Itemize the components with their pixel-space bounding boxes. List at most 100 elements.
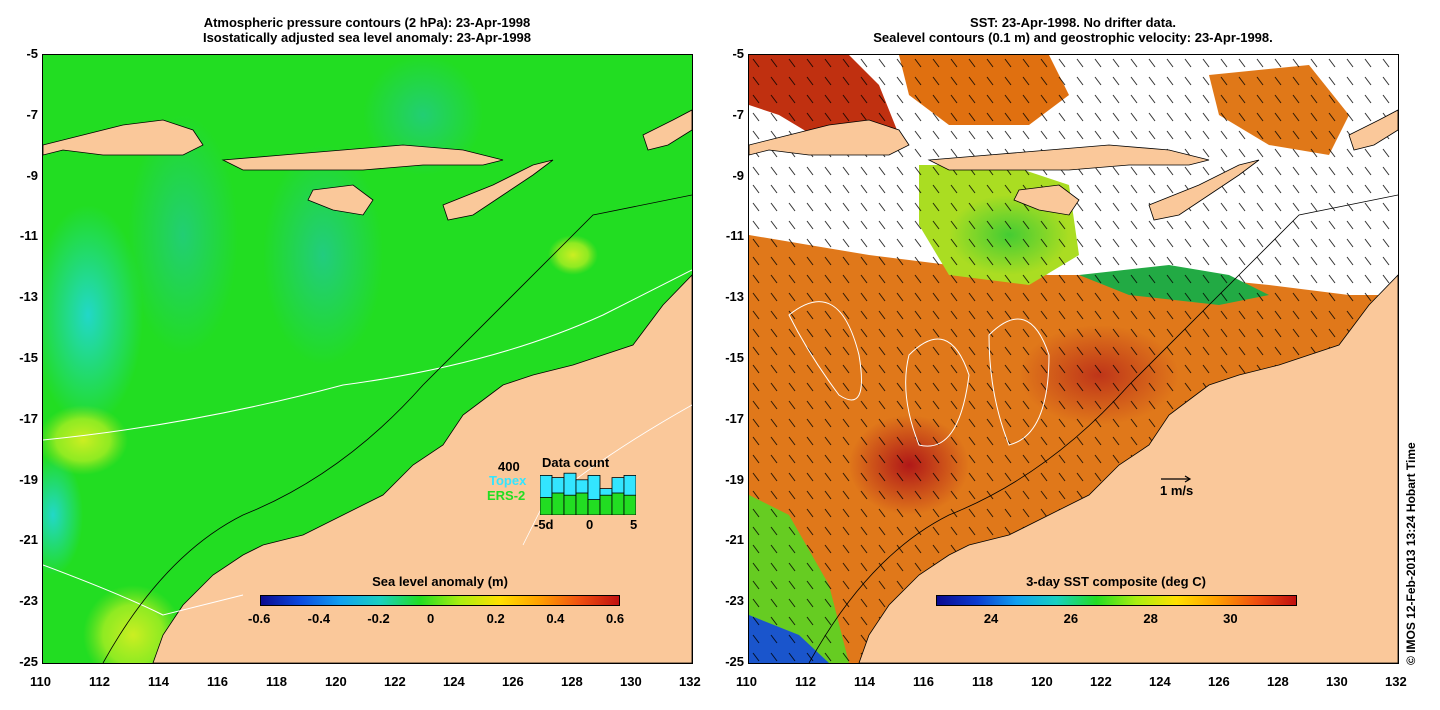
right-y-tick-label: -9 bbox=[732, 167, 744, 183]
right-colorbar-title: 3-day SST composite (deg C) bbox=[1026, 574, 1206, 589]
data-count-tick-min: -5d bbox=[534, 517, 554, 532]
data-count-tick-max: 5 bbox=[630, 517, 638, 532]
left-colorbar-tick-label: -0.2 bbox=[367, 611, 390, 626]
left-y-tick-label: -19 bbox=[19, 471, 38, 487]
tanimbar-island-right bbox=[1348, 109, 1398, 151]
left-x-tick-label: 124 bbox=[443, 674, 465, 689]
anomaly-low-west bbox=[43, 205, 143, 425]
ers-count-bar bbox=[623, 494, 636, 515]
australia-land-right bbox=[858, 274, 1398, 663]
lesser-sunda-islands-right bbox=[927, 144, 1210, 171]
tanimbar-island bbox=[642, 109, 692, 151]
left-title-line2: Isostatically adjusted sea level anomaly… bbox=[202, 30, 532, 45]
data-count-ers-label: ERS-2 bbox=[487, 488, 526, 503]
anomaly-high-3 bbox=[83, 585, 183, 663]
left-colorbar-tick-label: -0.6 bbox=[248, 611, 271, 626]
right-x-tick-label: 112 bbox=[795, 674, 816, 689]
data-count-inset: 400 Data count Topex ERS-2 -5d 0 5 bbox=[484, 455, 644, 535]
right-colorbar bbox=[936, 595, 1297, 606]
left-y-tick-label: -21 bbox=[19, 532, 38, 548]
right-y-tick-label: -19 bbox=[725, 471, 744, 487]
java-island-right bbox=[749, 119, 910, 156]
ers-count-bar bbox=[540, 496, 553, 515]
data-count-topex-label: Topex bbox=[489, 473, 527, 488]
timor-island-right bbox=[1148, 159, 1260, 221]
left-x-tick-label: 114 bbox=[148, 674, 169, 689]
right-y-tick-label: -25 bbox=[725, 654, 744, 669]
left-map-title: Atmospheric pressure contours (2 hPa): 2… bbox=[42, 15, 692, 45]
left-title-line1: Atmospheric pressure contours (2 hPa): 2… bbox=[203, 15, 531, 30]
left-colorbar-title: Sea level anomaly (m) bbox=[372, 574, 508, 589]
credit-text: © IMOS 12-Feb-2013 13:24 Hobart Time bbox=[1404, 442, 1418, 665]
left-x-tick-label: 112 bbox=[89, 674, 110, 689]
right-x-tick-label: 122 bbox=[1090, 674, 1112, 689]
pressure-contour-2 bbox=[43, 564, 244, 616]
sumba-island-right bbox=[1013, 184, 1080, 216]
right-x-tick-label: 118 bbox=[972, 674, 993, 689]
data-count-bars bbox=[540, 472, 636, 515]
left-x-tick-label: 122 bbox=[384, 674, 406, 689]
right-x-tick-label: 120 bbox=[1031, 674, 1053, 689]
ers-count-bar bbox=[563, 494, 577, 515]
right-x-tick-label: 126 bbox=[1208, 674, 1230, 689]
left-colorbar-tick-label: -0.4 bbox=[307, 611, 331, 626]
left-y-tick-label: -7 bbox=[26, 106, 38, 122]
right-y-tick-label: -21 bbox=[725, 532, 744, 548]
lesser-sunda-islands bbox=[221, 144, 504, 171]
right-y-tick-label: -11 bbox=[725, 228, 744, 244]
right-y-tick-label: -15 bbox=[725, 350, 744, 365]
left-x-tick-label: 126 bbox=[502, 674, 524, 689]
java-island bbox=[43, 119, 204, 156]
right-y-tick-label: -17 bbox=[725, 410, 744, 426]
left-y-tick-label: -17 bbox=[19, 410, 38, 426]
data-count-tick-zero: 0 bbox=[586, 517, 594, 532]
anomaly-low-2 bbox=[263, 145, 383, 365]
australia-land bbox=[152, 274, 692, 663]
right-x-tick-label: 128 bbox=[1267, 674, 1289, 689]
left-map-panel[interactable] bbox=[42, 54, 693, 664]
anomaly-low-1 bbox=[128, 115, 238, 355]
left-x-tick-label: 120 bbox=[325, 674, 347, 689]
velocity-scale-arrowhead bbox=[1184, 475, 1192, 483]
right-x-tick-label: 110 bbox=[736, 674, 757, 689]
right-title-line1: SST: 23-Apr-1998. No drifter data. bbox=[970, 15, 1176, 30]
left-y-tick-label: -5 bbox=[26, 46, 38, 61]
right-map-panel[interactable] bbox=[748, 54, 1399, 664]
anomaly-high-2 bbox=[548, 235, 598, 275]
left-colorbar-tick-label: 0.4 bbox=[546, 611, 565, 626]
anomaly-low-4 bbox=[43, 455, 83, 575]
left-colorbar-tick-label: 0 bbox=[427, 611, 435, 626]
anomaly-high-1 bbox=[43, 405, 128, 475]
data-count-title: Data count bbox=[542, 455, 610, 470]
right-x-tick-label: 124 bbox=[1149, 674, 1171, 689]
left-x-tick-label: 132 bbox=[679, 674, 701, 689]
right-y-tick-label: -13 bbox=[725, 289, 744, 305]
left-x-tick-label: 128 bbox=[561, 674, 583, 689]
left-x-tick-label: 118 bbox=[266, 674, 287, 689]
left-y-tick-label: -13 bbox=[19, 289, 38, 305]
left-y-tick-label: -15 bbox=[19, 350, 38, 365]
left-map-svg bbox=[43, 55, 692, 663]
left-y-tick-label: -23 bbox=[19, 593, 38, 609]
right-x-tick-label: 130 bbox=[1326, 674, 1348, 689]
bathymetry-contour-right bbox=[808, 194, 1398, 663]
right-title-line2: Sealevel contours (0.1 m) and geostrophi… bbox=[873, 30, 1273, 45]
timor-island bbox=[442, 159, 554, 221]
left-y-tick-label: -9 bbox=[26, 167, 38, 183]
anomaly-low-3 bbox=[363, 55, 483, 175]
left-y-tick-label: -25 bbox=[19, 654, 38, 669]
left-colorbar-tick-label: 0.6 bbox=[606, 611, 625, 626]
left-colorbar-tick-label: 0.2 bbox=[486, 611, 505, 626]
right-colorbar-tick-label: 26 bbox=[1063, 611, 1079, 626]
right-map-svg bbox=[749, 55, 1398, 663]
data-count-max: 400 bbox=[498, 459, 520, 474]
ers-count-bar bbox=[587, 499, 601, 515]
sealevel-contour-3 bbox=[988, 318, 1050, 446]
right-x-tick-label: 116 bbox=[913, 674, 934, 689]
right-colorbar-tick-label: 28 bbox=[1143, 611, 1158, 626]
sealevel-contour-2 bbox=[905, 338, 970, 447]
ers-count-bar bbox=[551, 492, 565, 515]
right-colorbar-tick-label: 24 bbox=[983, 611, 999, 626]
left-x-tick-label: 116 bbox=[207, 674, 228, 689]
velocity-scale-label: 1 m/s bbox=[1160, 483, 1194, 498]
